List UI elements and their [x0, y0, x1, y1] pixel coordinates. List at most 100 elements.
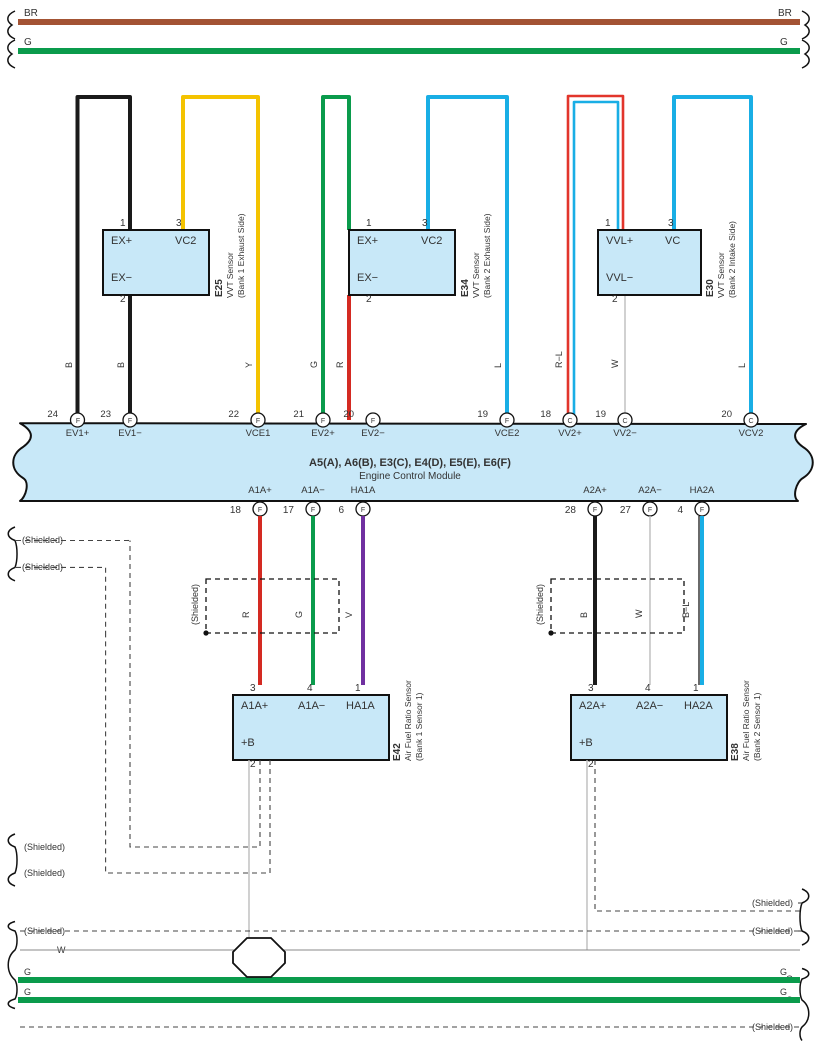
svg-text:(Shielded): (Shielded) [752, 898, 793, 908]
svg-text:2: 2 [366, 294, 372, 305]
svg-text:EX+: EX+ [111, 235, 132, 247]
svg-text:4: 4 [677, 505, 683, 516]
svg-text:EX−: EX− [357, 272, 378, 284]
svg-text:A1A+: A1A+ [241, 700, 268, 712]
svg-text:A2A−: A2A− [636, 700, 663, 712]
svg-text:2: 2 [612, 294, 618, 305]
svg-text:F: F [256, 418, 260, 425]
svg-text:C: C [567, 418, 572, 425]
svg-text:C: C [748, 418, 753, 425]
svg-text:20: 20 [721, 409, 732, 420]
svg-text:Air Fuel Ratio Sensor: Air Fuel Ratio Sensor [741, 680, 751, 761]
svg-text:3: 3 [250, 683, 256, 694]
svg-text:1: 1 [605, 218, 611, 229]
svg-text:EV1+: EV1+ [66, 428, 90, 439]
svg-text:HA2A: HA2A [690, 485, 715, 496]
svg-text:28: 28 [565, 505, 577, 516]
svg-text:L: L [737, 363, 747, 368]
svg-text:(Shielded): (Shielded) [190, 584, 200, 625]
svg-text:E42: E42 [392, 743, 403, 761]
svg-text:(Bank 2 Sensor 1): (Bank 2 Sensor 1) [752, 692, 762, 761]
svg-text:EX+: EX+ [357, 235, 378, 247]
svg-text:Air Fuel Ratio Sensor: Air Fuel Ratio Sensor [403, 680, 413, 761]
svg-text:G: G [780, 987, 787, 997]
svg-text:G: G [294, 611, 304, 618]
svg-text:VV2−: VV2− [613, 428, 637, 439]
svg-text:BR: BR [24, 8, 38, 19]
svg-text:21: 21 [293, 409, 304, 420]
svg-text:F: F [648, 507, 652, 514]
svg-text:B−L: B−L [681, 602, 691, 618]
svg-text:EV1−: EV1− [118, 428, 142, 439]
svg-text:G: G [780, 967, 787, 977]
svg-text:2: 2 [250, 759, 256, 770]
svg-text:W: W [610, 359, 620, 368]
svg-text:HA1A: HA1A [346, 700, 375, 712]
svg-text:F: F [321, 418, 325, 425]
svg-text:F: F [361, 507, 365, 514]
svg-text:G: G [24, 37, 32, 48]
svg-text:E38: E38 [730, 743, 741, 761]
svg-text:VC: VC [665, 235, 680, 247]
svg-text:VCE2: VCE2 [495, 428, 520, 439]
svg-text:L: L [493, 363, 503, 368]
svg-text:18: 18 [540, 409, 551, 420]
svg-text:HA2A: HA2A [684, 700, 713, 712]
svg-text:VVT Sensor: VVT Sensor [716, 252, 726, 298]
svg-text:R: R [335, 361, 345, 368]
svg-text:A2A+: A2A+ [583, 485, 607, 496]
svg-text:27: 27 [620, 505, 632, 516]
svg-text:18: 18 [230, 505, 242, 516]
svg-text:A2A+: A2A+ [579, 700, 606, 712]
svg-text:G: G [24, 967, 31, 977]
svg-text:6: 6 [338, 505, 344, 516]
svg-text:3: 3 [668, 218, 674, 229]
svg-text:F: F [258, 507, 262, 514]
svg-text:+B: +B [579, 737, 593, 749]
svg-text:EV2−: EV2− [361, 428, 385, 439]
svg-text:A5(A), A6(B), E3(C), E4(D), E5: A5(A), A6(B), E3(C), E4(D), E5(E), E6(F) [309, 457, 511, 469]
svg-text:24: 24 [47, 409, 58, 420]
svg-text:G: G [309, 361, 319, 368]
svg-text:2: 2 [588, 759, 594, 770]
svg-text:E34: E34 [460, 279, 471, 297]
svg-text:F: F [505, 418, 509, 425]
svg-text:4: 4 [307, 683, 313, 694]
svg-text:(Shielded): (Shielded) [24, 842, 65, 852]
svg-text:VVL−: VVL− [606, 272, 633, 284]
svg-text:B: B [116, 362, 126, 368]
svg-text:VCE1: VCE1 [246, 428, 271, 439]
svg-text:20: 20 [343, 409, 354, 420]
svg-text:F: F [76, 418, 80, 425]
svg-text:EV2+: EV2+ [311, 428, 335, 439]
svg-text:VC2: VC2 [175, 235, 196, 247]
svg-text:VC2: VC2 [421, 235, 442, 247]
svg-text:A1A−: A1A− [298, 700, 325, 712]
svg-text:1: 1 [366, 218, 372, 229]
svg-text:17: 17 [283, 505, 295, 516]
svg-text:HA1A: HA1A [351, 485, 376, 496]
svg-text:(Bank 1 Sensor 1): (Bank 1 Sensor 1) [414, 692, 424, 761]
svg-text:(Shielded): (Shielded) [24, 868, 65, 878]
svg-text:2: 2 [120, 294, 126, 305]
svg-text:3: 3 [176, 218, 182, 229]
svg-text:+B: +B [241, 737, 255, 749]
svg-text:R−L: R−L [554, 351, 564, 368]
svg-text:(Bank 1 Exhaust Side): (Bank 1 Exhaust Side) [236, 213, 246, 298]
svg-text:VV2+: VV2+ [558, 428, 582, 439]
svg-text:G: G [780, 37, 788, 48]
svg-text:19: 19 [477, 409, 488, 420]
svg-text:E30: E30 [705, 279, 716, 297]
svg-text:C: C [622, 418, 627, 425]
svg-text:VVT Sensor: VVT Sensor [471, 252, 481, 298]
svg-text:W: W [634, 609, 644, 618]
svg-text:F: F [311, 507, 315, 514]
svg-text:1: 1 [120, 218, 126, 229]
svg-text:F: F [128, 418, 132, 425]
svg-text:BR: BR [778, 8, 792, 19]
svg-text:E25: E25 [214, 279, 225, 297]
svg-text:R: R [241, 611, 251, 618]
svg-text:1: 1 [693, 683, 699, 694]
svg-text:23: 23 [100, 409, 111, 420]
svg-text:A2A−: A2A− [638, 485, 662, 496]
